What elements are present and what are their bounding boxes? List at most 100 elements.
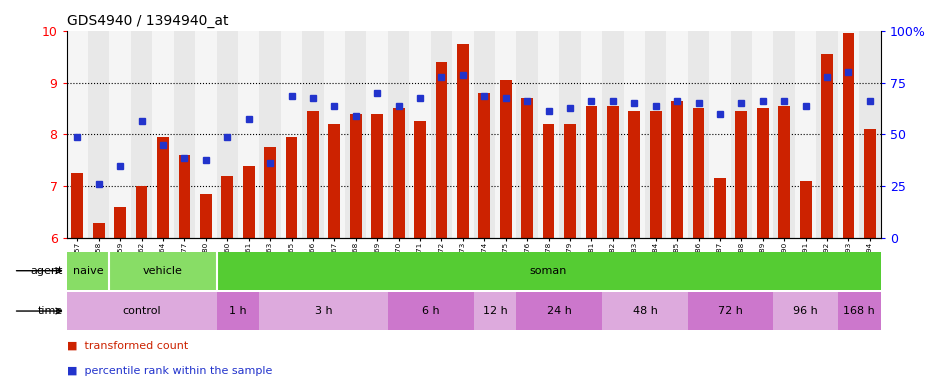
Bar: [67, 252, 109, 290]
Bar: [388, 292, 474, 330]
Bar: [693, 108, 705, 238]
Bar: [752, 31, 773, 238]
Bar: [474, 292, 516, 330]
Text: 6 h: 6 h: [422, 306, 439, 316]
Bar: [688, 292, 773, 330]
Text: 72 h: 72 h: [718, 306, 743, 316]
Bar: [216, 292, 259, 330]
Bar: [216, 252, 881, 290]
Bar: [649, 111, 661, 238]
Bar: [773, 292, 838, 330]
Bar: [109, 252, 216, 290]
Bar: [67, 292, 216, 330]
Bar: [431, 31, 452, 238]
Bar: [795, 31, 817, 238]
Bar: [109, 31, 130, 238]
Bar: [216, 31, 238, 238]
Text: agent: agent: [31, 266, 63, 276]
Bar: [516, 292, 602, 330]
Bar: [714, 179, 726, 238]
Bar: [307, 111, 319, 238]
Text: 168 h: 168 h: [844, 306, 875, 316]
Bar: [778, 106, 790, 238]
Bar: [388, 31, 410, 238]
Bar: [821, 54, 832, 238]
Text: 24 h: 24 h: [547, 306, 572, 316]
Bar: [623, 31, 645, 238]
Bar: [688, 31, 709, 238]
Bar: [174, 31, 195, 238]
Bar: [157, 137, 169, 238]
Bar: [324, 31, 345, 238]
Bar: [731, 31, 752, 238]
Bar: [71, 173, 83, 238]
Bar: [414, 121, 426, 238]
Bar: [457, 44, 469, 238]
Bar: [581, 31, 602, 238]
Bar: [838, 31, 859, 238]
Text: ■  percentile rank within the sample: ■ percentile rank within the sample: [67, 366, 272, 376]
Text: time: time: [37, 306, 63, 316]
Bar: [115, 207, 126, 238]
Bar: [602, 31, 623, 238]
Bar: [92, 223, 105, 238]
Bar: [735, 111, 747, 238]
Bar: [136, 186, 147, 238]
Bar: [666, 31, 688, 238]
Bar: [371, 114, 383, 238]
Bar: [436, 62, 448, 238]
Bar: [564, 124, 576, 238]
Bar: [773, 31, 795, 238]
Bar: [628, 111, 640, 238]
Bar: [757, 108, 769, 238]
Bar: [543, 124, 554, 238]
Bar: [838, 292, 881, 330]
Text: GDS4940 / 1394940_at: GDS4940 / 1394940_at: [67, 14, 228, 28]
Text: 12 h: 12 h: [483, 306, 508, 316]
Bar: [500, 80, 512, 238]
Bar: [281, 31, 302, 238]
Bar: [259, 292, 388, 330]
Text: 48 h: 48 h: [633, 306, 658, 316]
Bar: [586, 106, 598, 238]
Bar: [537, 31, 560, 238]
Text: ■  transformed count: ■ transformed count: [67, 341, 188, 351]
Bar: [516, 31, 537, 238]
Bar: [242, 166, 254, 238]
Bar: [864, 129, 876, 238]
Bar: [817, 31, 838, 238]
Bar: [153, 31, 174, 238]
Text: 3 h: 3 h: [314, 306, 332, 316]
Bar: [345, 31, 366, 238]
Bar: [195, 31, 216, 238]
Text: soman: soman: [530, 266, 567, 276]
Bar: [800, 181, 811, 238]
Bar: [238, 31, 259, 238]
Text: 1 h: 1 h: [229, 306, 247, 316]
Bar: [410, 31, 431, 238]
Bar: [709, 31, 731, 238]
Bar: [843, 33, 855, 238]
Text: naive: naive: [73, 266, 104, 276]
Bar: [179, 155, 191, 238]
Bar: [607, 106, 619, 238]
Bar: [350, 114, 362, 238]
Bar: [67, 31, 88, 238]
Bar: [366, 31, 388, 238]
Bar: [286, 137, 298, 238]
Bar: [302, 31, 324, 238]
Bar: [645, 31, 666, 238]
Bar: [859, 31, 881, 238]
Bar: [328, 124, 340, 238]
Bar: [265, 147, 276, 238]
Bar: [560, 31, 581, 238]
Bar: [221, 176, 233, 238]
Bar: [478, 93, 490, 238]
Bar: [672, 101, 683, 238]
Bar: [474, 31, 495, 238]
Text: control: control: [122, 306, 161, 316]
Text: vehicle: vehicle: [143, 266, 183, 276]
Bar: [452, 31, 474, 238]
Bar: [88, 31, 109, 238]
Bar: [200, 194, 212, 238]
